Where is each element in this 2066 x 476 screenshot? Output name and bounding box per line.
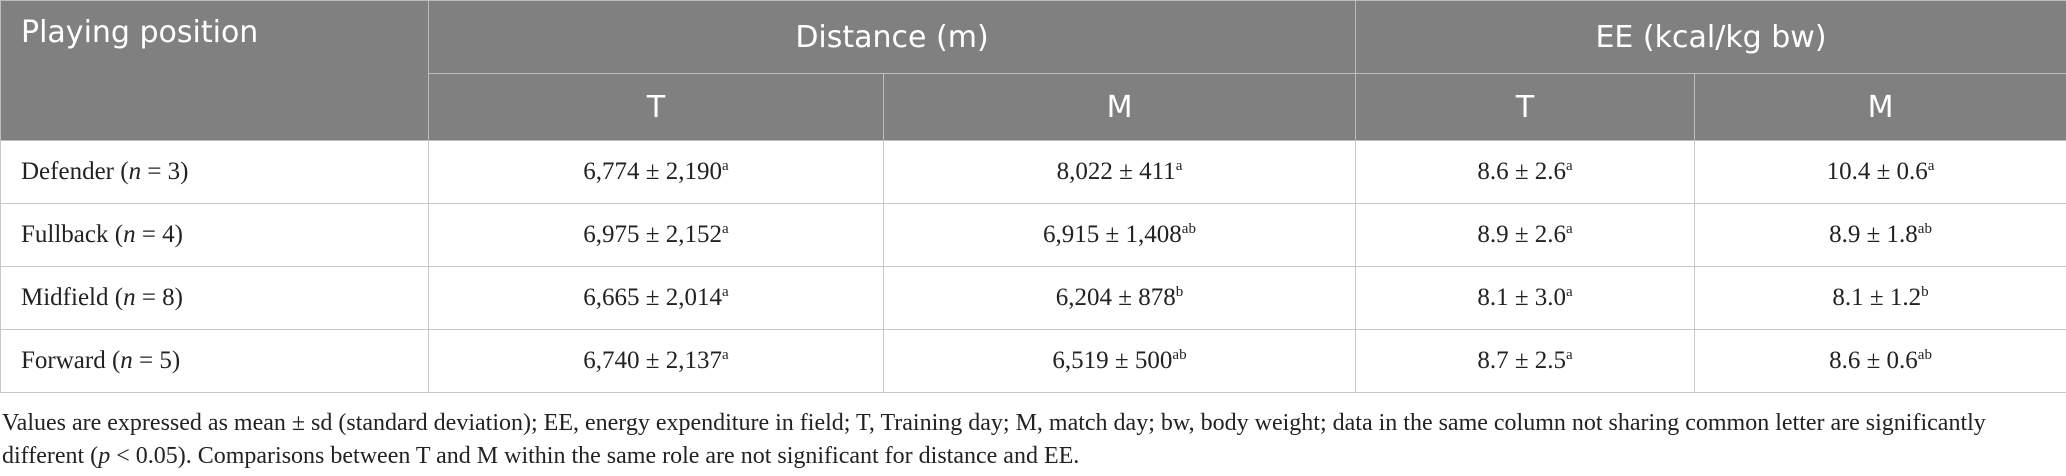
table-row: Forward (n = 5) 6,740 ± 2,137a 6,519 ± 500… xyxy=(0,329,2066,393)
significance-letter: ab xyxy=(1181,221,1196,237)
value: 8.1 ± 1.2 xyxy=(1832,284,1922,311)
header-group: Distance (m) xyxy=(427,0,1357,74)
position-text: n xyxy=(128,158,142,185)
significance-letter: a xyxy=(1927,158,1935,174)
position-text: = 3) xyxy=(141,158,189,185)
position-cell: Midfield (n = 8) xyxy=(0,266,429,330)
value-cell: 6,204 ± 878b xyxy=(882,266,1357,330)
significance-letter: ab xyxy=(1172,347,1187,363)
significance-letter: a xyxy=(722,221,729,237)
value: 8.9 ± 2.6 xyxy=(1477,221,1567,248)
table-body: Defender (n = 3) 6,774 ± 2,190a 8,022 ± 41… xyxy=(0,140,2066,393)
significance-letter: ab xyxy=(1917,347,1932,363)
value-cell: 6,665 ± 2,014a xyxy=(428,266,884,330)
position-text: Defender ( xyxy=(21,158,129,185)
subheader: M xyxy=(1694,73,2066,141)
significance-letter: b xyxy=(1175,284,1184,300)
significance-letter: ab xyxy=(1917,221,1932,237)
position-text: n xyxy=(123,221,136,248)
value: 8.6 ± 0.6 xyxy=(1829,347,1918,374)
value: 8.7 ± 2.5 xyxy=(1477,347,1567,374)
significance-letter: b xyxy=(1921,284,1929,300)
value: 8.6 ± 2.6 xyxy=(1477,158,1567,185)
value-cell: 8.9 ± 1.8ab xyxy=(1694,203,2066,267)
position-text: Fullback ( xyxy=(21,221,124,248)
value-cell: 6,975 ± 2,152a xyxy=(428,203,884,267)
value: 8.1 ± 3.0 xyxy=(1477,284,1567,311)
footnote-text: Values are expressed as mean ± sd (stand… xyxy=(2,410,1986,469)
value-cell: 8.7 ± 2.5a xyxy=(1355,329,1696,393)
footnote: Values are expressed as mean ± sd (stand… xyxy=(0,393,2066,473)
position-cell: Fullback (n = 4) xyxy=(0,203,429,267)
significance-letter: a xyxy=(1566,347,1573,363)
position-text: n xyxy=(120,347,133,374)
value-cell: 8,022 ± 411a xyxy=(882,140,1357,204)
significance-letter: a xyxy=(722,158,729,174)
value: 6,774 ± 2,190 xyxy=(583,158,723,185)
value-cell: 6,774 ± 2,190a xyxy=(428,140,884,204)
significance-letter: a xyxy=(722,347,729,363)
value: 8.9 ± 1.8 xyxy=(1829,221,1918,248)
value-cell: 8.1 ± 1.2b xyxy=(1694,266,2066,330)
significance-letter: a xyxy=(722,284,729,300)
table-row: Defender (n = 3) 6,774 ± 2,190a 8,022 ± 41… xyxy=(0,140,2066,204)
value-cell: 10.4 ± 0.6a xyxy=(1694,140,2066,204)
value-cell: 8.6 ± 0.6ab xyxy=(1694,329,2066,393)
value: 6,915 ± 1,408 xyxy=(1043,221,1182,248)
footnote-text: p xyxy=(98,443,111,469)
footnote-text: < 0.05). Comparisons between T and M wit… xyxy=(110,443,1080,469)
value: 6,665 ± 2,014 xyxy=(583,284,723,311)
significance-letter: a xyxy=(1566,221,1573,237)
value-cell: 6,915 ± 1,408ab xyxy=(882,203,1357,267)
value: 6,204 ± 878 xyxy=(1055,284,1176,311)
position-text: = 5) xyxy=(132,347,181,374)
value: 6,519 ± 500 xyxy=(1052,347,1173,374)
subheader: T xyxy=(1355,73,1696,141)
table-row: Midfield (n = 8) 6,665 ± 2,014a 6,204 ± 87… xyxy=(0,266,2066,330)
data-table: Playing position Distance (m) EE (kcal/k… xyxy=(0,0,2066,393)
position-text: = 8) xyxy=(135,284,184,311)
position-cell: Defender (n = 3) xyxy=(0,140,429,204)
value: 10.4 ± 0.6 xyxy=(1826,158,1928,185)
position-text: n xyxy=(123,284,136,311)
significance-letter: a xyxy=(1566,158,1573,174)
position-cell: Forward (n = 5) xyxy=(0,329,429,393)
value-cell: 6,519 ± 500ab xyxy=(882,329,1357,393)
value: 6,740 ± 2,137 xyxy=(583,347,723,374)
position-text: = 4) xyxy=(135,221,184,248)
value: 8,022 ± 411 xyxy=(1056,158,1176,185)
position-text: Midfield ( xyxy=(21,284,124,311)
value-cell: 8.1 ± 3.0a xyxy=(1355,266,1696,330)
value: 6,975 ± 2,152 xyxy=(583,221,723,248)
header-group: EE (kcal/kg bw) xyxy=(1355,0,2066,74)
significance-letter: a xyxy=(1175,158,1183,174)
table-row: Fullback (n = 4) 6,975 ± 2,152a 6,915 ± 1,… xyxy=(0,203,2066,267)
subheader: T xyxy=(428,73,884,141)
value-cell: 8.9 ± 2.6a xyxy=(1355,203,1696,267)
subheader: M xyxy=(882,73,1357,141)
header-cell: Playing position xyxy=(0,0,429,141)
significance-letter: a xyxy=(1566,284,1573,300)
value-cell: 8.6 ± 2.6a xyxy=(1355,140,1696,204)
value-cell: 6,740 ± 2,137a xyxy=(428,329,884,393)
position-text: Forward ( xyxy=(21,347,121,374)
